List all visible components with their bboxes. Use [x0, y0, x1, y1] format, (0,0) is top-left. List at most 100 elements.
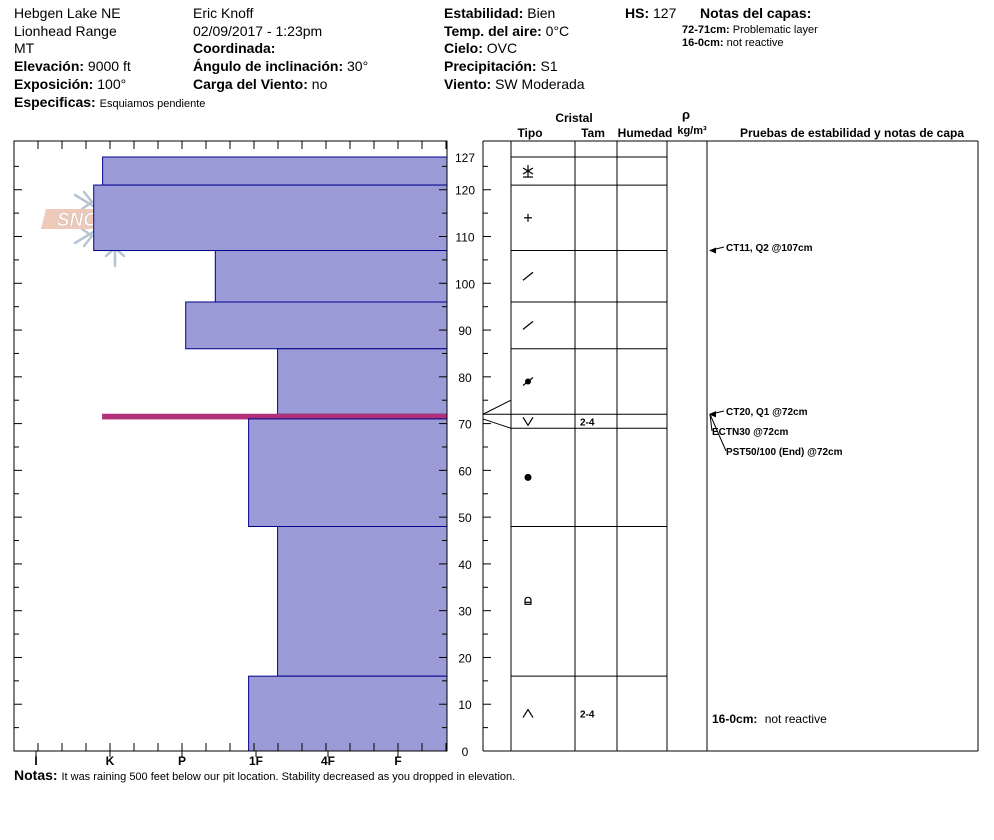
elevation-field: Elevación: 9000 ft: [14, 58, 131, 74]
sky-label: Cielo:: [444, 40, 483, 56]
hs-label: HS:: [625, 5, 650, 21]
layer-note-2: 16-0cm: not reactive: [682, 37, 784, 50]
notes-label: Notas:: [14, 767, 58, 783]
wind-load-field: Carga del Viento: no: [193, 76, 327, 92]
notes-text: It was raining 500 feet below our pit lo…: [61, 771, 516, 783]
grain-size-label: 2-4: [580, 710, 595, 721]
depth-tick-label: 10: [458, 698, 472, 712]
density-symbol: ρ: [682, 107, 690, 122]
hardness-bar: [277, 525, 448, 677]
depth-tick-label: 50: [458, 511, 472, 525]
wind-field: Viento: SW Moderada: [444, 76, 585, 92]
footer-notes: Notas: It was raining 500 feet below our…: [14, 767, 515, 785]
wind-load-label: Carga del Viento:: [193, 76, 308, 92]
hardness-bar: [248, 675, 448, 752]
depth-tick-label: 70: [458, 418, 472, 432]
depth-tick-label: 110: [455, 231, 474, 245]
bottom-layer-note-text: not reactive: [765, 712, 827, 726]
bottom-layer-note-range: 16-0cm:: [712, 712, 757, 726]
stability-label: Estabilidad:: [444, 5, 524, 21]
specifics-value: Esquiamos pendiente: [99, 98, 206, 110]
layer-note-text: Problematic layer: [732, 24, 818, 36]
faceted-crystal-icon: [524, 596, 532, 605]
stability-value: Bien: [527, 5, 556, 21]
stability-test: CT20, Q1 @72cm: [709, 407, 808, 418]
depth-tick-label: 127: [455, 151, 475, 165]
precip-field: Precipitación: S1: [444, 58, 558, 74]
hs-value: 127: [653, 5, 677, 21]
stability-notes-header: Pruebas de estabilidad y notas de capa: [740, 126, 964, 140]
test-pointer: [709, 414, 727, 452]
tam-header: Tam: [581, 126, 605, 140]
layer-note-text: not reactive: [726, 37, 784, 49]
stability-test-label: ECTN30 @72cm: [712, 427, 789, 438]
specifics-label: Especificas:: [14, 94, 96, 110]
rounding-crystal-icon: [522, 377, 534, 386]
rounded-grain-icon: [524, 473, 532, 481]
depth-tick-label: 100: [455, 277, 475, 291]
depth-axis-labels: 0 10 20 30 40 50 60 70 80 90 100 110 120 127: [455, 151, 475, 759]
stability-test-label: PST50/100 (End) @72cm: [726, 447, 843, 458]
aspect-field: Exposición: 100°: [14, 76, 126, 92]
stability-test: PST50/100 (End) @72cm: [709, 411, 843, 458]
arrow-icon: [709, 411, 716, 418]
incline-field: Ángulo de inclinación: 30°: [193, 58, 368, 74]
plus-crystal-icon: [524, 213, 532, 222]
wind-label: Viento:: [444, 76, 492, 92]
surface-hoar-icon: [522, 416, 534, 427]
tipo-header: Tipo: [517, 126, 542, 140]
arrow-icon: [709, 247, 716, 254]
location-name: Hebgen Lake NE: [14, 5, 121, 21]
layer-notes-title: Notas del capas:: [700, 5, 812, 21]
cristal-header: Cristal: [555, 111, 592, 125]
sky-field: Cielo: OVC: [444, 40, 517, 56]
precip-label: Precipitación:: [444, 58, 537, 74]
hardness-bar: [102, 156, 448, 186]
air-temp-value: 0°C: [545, 23, 570, 39]
hardness-tick-label: 4F: [321, 754, 335, 768]
crystal-table-frame: [482, 140, 979, 752]
hardness-bar: [277, 348, 448, 415]
hardness-bar: [214, 250, 448, 303]
test-pointer: [709, 414, 713, 432]
elevation-value: 9000 ft: [87, 58, 131, 74]
stability-tests: CT11, Q2 @107cm CT20, Q1 @72cm ECTN30 @72c…: [709, 243, 843, 458]
hardness-bars: [93, 156, 448, 752]
depth-tick-label: 120: [455, 184, 475, 198]
incline-value: 30°: [347, 58, 369, 74]
sky-value: OVC: [486, 40, 518, 56]
air-temp-field: Temp. del aire: 0°C: [444, 23, 569, 39]
stellar-crystal-icon: [522, 165, 534, 178]
layer-note-range: 72-71cm:: [682, 24, 730, 36]
observation-datetime: 02/09/2017 - 1:23pm: [193, 23, 323, 39]
stability-field: Estabilidad: Bien: [444, 5, 555, 21]
incline-label: Ángulo de inclinación:: [193, 58, 344, 74]
coordinate-label: Coordinada:: [193, 40, 276, 56]
depth-tick-label: 30: [458, 605, 472, 619]
state-name: MT: [14, 40, 35, 56]
depth-tick-label: 60: [458, 464, 472, 478]
hardness-bar: [185, 301, 448, 350]
observer-name: Eric Knoff: [193, 5, 254, 21]
hardness-ticks: [13, 141, 491, 752]
aspect-label: Exposición:: [14, 76, 94, 92]
weak-layer-bar: [102, 413, 448, 420]
hardness-bar: [248, 418, 448, 527]
elevation-label: Elevación:: [14, 58, 85, 74]
hardness-tick-label: 1F: [249, 754, 263, 768]
depth-tick-label: 90: [458, 324, 472, 338]
slash-crystal-icon: [522, 271, 534, 281]
depth-tick-label: 20: [458, 651, 472, 665]
crystal-table-rows: 2-4 2-4: [482, 156, 667, 721]
grain-size-label: 2-4: [580, 417, 595, 428]
layer-connector: [482, 418, 512, 429]
hardness-axis-labels: I K P 1F 4F F: [34, 751, 402, 768]
stability-test: CT11, Q2 @107cm: [709, 243, 813, 254]
depth-hoar-icon: [522, 708, 534, 718]
layer-note-1: 72-71cm: Problematic layer: [682, 24, 818, 37]
layer-connector: [482, 399, 512, 415]
layer-note-range: 16-0cm:: [682, 37, 724, 49]
wind-value: SW Moderada: [495, 76, 585, 92]
wind-load-value: no: [311, 76, 328, 92]
